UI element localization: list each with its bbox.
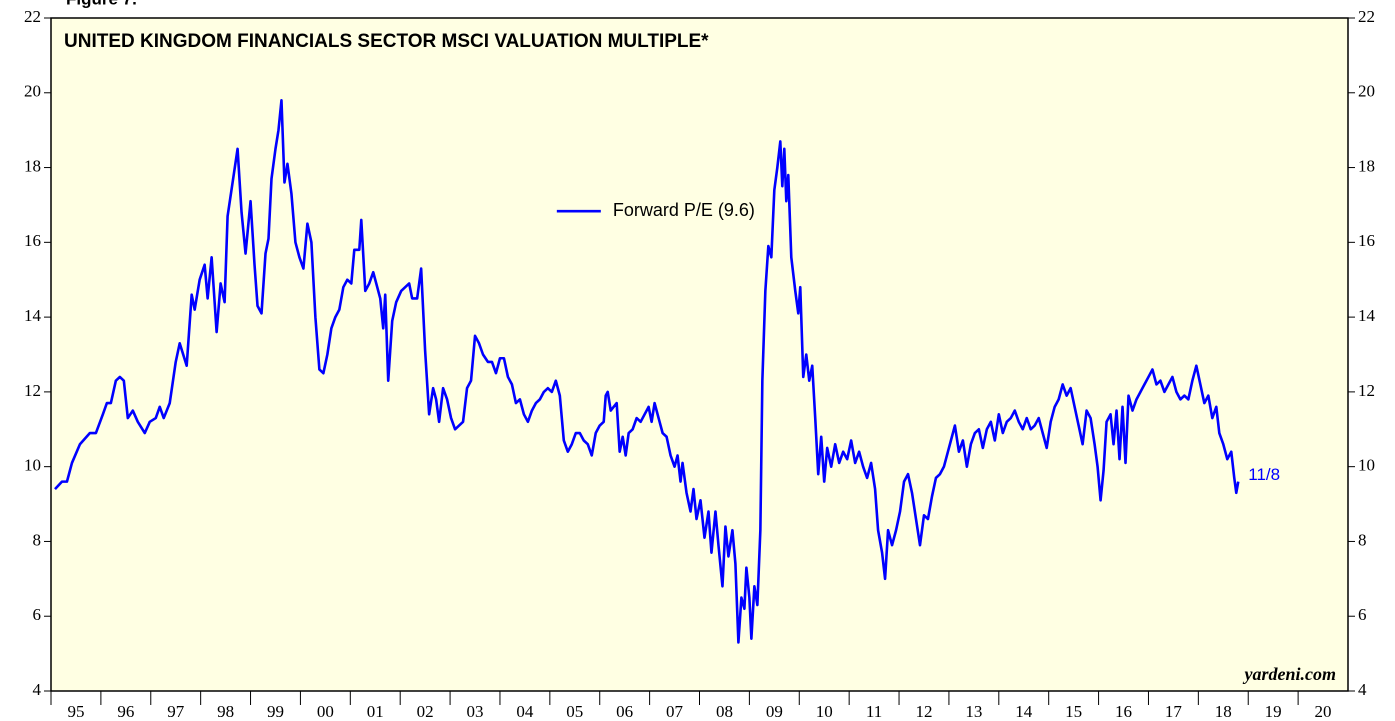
x-tick-label: 01 <box>367 702 384 721</box>
x-tick-label: 95 <box>67 702 84 721</box>
x-tick-label: 97 <box>167 702 185 721</box>
x-tick-label: 99 <box>267 702 284 721</box>
y2-tick-label: 20 <box>1358 82 1375 101</box>
y2-tick-label: 14 <box>1358 306 1376 325</box>
y-tick-label: 4 <box>33 680 42 699</box>
x-tick-label: 16 <box>1115 702 1132 721</box>
y-tick-label: 18 <box>24 156 41 175</box>
series-line <box>54 98 1240 644</box>
x-tick-label: 00 <box>317 702 334 721</box>
y2-tick-label: 18 <box>1358 156 1375 175</box>
x-tick-label: 14 <box>1015 702 1033 721</box>
y2-tick-label: 8 <box>1358 530 1367 549</box>
x-tick-label: 12 <box>915 702 932 721</box>
y-tick-label: 14 <box>24 306 42 325</box>
x-tick-label: 13 <box>965 702 982 721</box>
x-tick-label: 18 <box>1215 702 1232 721</box>
x-tick-label: 08 <box>716 702 733 721</box>
y2-tick-label: 4 <box>1358 680 1367 699</box>
x-tick-label: 96 <box>117 702 134 721</box>
y-tick-label: 10 <box>24 456 41 475</box>
figure-label: Figure 7. <box>66 0 137 8</box>
y2-tick-label: 12 <box>1358 381 1375 400</box>
x-tick-label: 04 <box>516 702 534 721</box>
y-tick-label: 8 <box>33 530 42 549</box>
x-tick-label: 19 <box>1265 702 1282 721</box>
x-tick-label: 07 <box>666 702 684 721</box>
plot-area <box>50 17 1349 692</box>
y2-tick-label: 22 <box>1358 7 1375 26</box>
chart-title: UNITED KINGDOM FINANCIALS SECTOR MSCI VA… <box>64 31 709 52</box>
legend-label: Forward P/E (9.6) <box>613 200 755 220</box>
y2-tick-label: 10 <box>1358 456 1375 475</box>
x-tick-label: 15 <box>1065 702 1082 721</box>
y-tick-label: 12 <box>24 381 41 400</box>
x-tick-label: 10 <box>816 702 833 721</box>
source-label: yardeni.com <box>1243 664 1337 684</box>
x-tick-label: 05 <box>566 702 583 721</box>
x-tick-label: 98 <box>217 702 234 721</box>
x-tick-label: 06 <box>616 702 633 721</box>
x-tick-label: 11 <box>866 702 882 721</box>
x-tick-label: 20 <box>1315 702 1332 721</box>
x-tick-label: 03 <box>467 702 484 721</box>
y-tick-label: 16 <box>24 231 41 250</box>
x-tick-label: 09 <box>766 702 783 721</box>
y-tick-label: 20 <box>24 82 41 101</box>
y2-tick-label: 6 <box>1358 605 1367 624</box>
y2-tick-label: 16 <box>1358 231 1375 250</box>
end-label: 11/8 <box>1248 465 1280 484</box>
x-tick-label: 17 <box>1165 702 1183 721</box>
y-tick-label: 6 <box>33 605 42 624</box>
y-tick-label: 22 <box>24 7 41 26</box>
x-tick-label: 02 <box>417 702 434 721</box>
